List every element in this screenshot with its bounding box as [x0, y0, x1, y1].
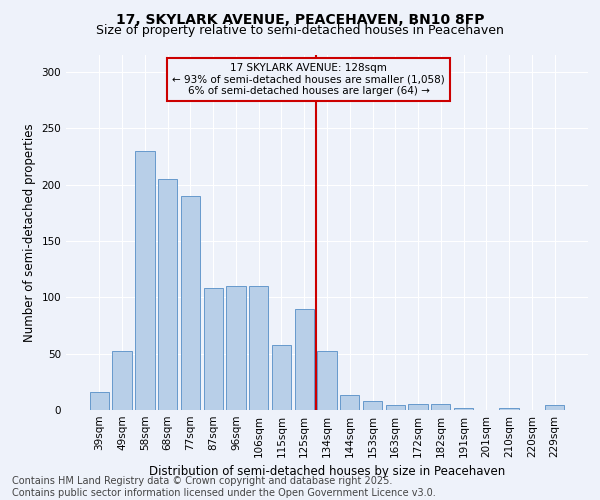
Bar: [431, 404, 451, 410]
Text: Contains HM Land Registry data © Crown copyright and database right 2025.
Contai: Contains HM Land Registry data © Crown c…: [12, 476, 436, 498]
Bar: [135, 151, 155, 410]
Bar: [295, 308, 314, 410]
Bar: [181, 196, 200, 410]
Bar: [317, 352, 337, 410]
Y-axis label: Number of semi-detached properties: Number of semi-detached properties: [23, 123, 36, 342]
Bar: [545, 406, 564, 410]
Bar: [90, 392, 109, 410]
Bar: [226, 286, 245, 410]
Bar: [272, 344, 291, 410]
Text: Size of property relative to semi-detached houses in Peacehaven: Size of property relative to semi-detach…: [96, 24, 504, 37]
Bar: [203, 288, 223, 410]
Bar: [454, 408, 473, 410]
Bar: [386, 406, 405, 410]
Bar: [112, 352, 132, 410]
X-axis label: Distribution of semi-detached houses by size in Peacehaven: Distribution of semi-detached houses by …: [149, 466, 505, 478]
Text: 17, SKYLARK AVENUE, PEACEHAVEN, BN10 8FP: 17, SKYLARK AVENUE, PEACEHAVEN, BN10 8FP: [116, 12, 484, 26]
Bar: [499, 408, 519, 410]
Bar: [249, 286, 268, 410]
Text: 17 SKYLARK AVENUE: 128sqm
← 93% of semi-detached houses are smaller (1,058)
6% o: 17 SKYLARK AVENUE: 128sqm ← 93% of semi-…: [172, 63, 445, 96]
Bar: [158, 179, 178, 410]
Bar: [340, 396, 359, 410]
Bar: [409, 404, 428, 410]
Bar: [363, 401, 382, 410]
